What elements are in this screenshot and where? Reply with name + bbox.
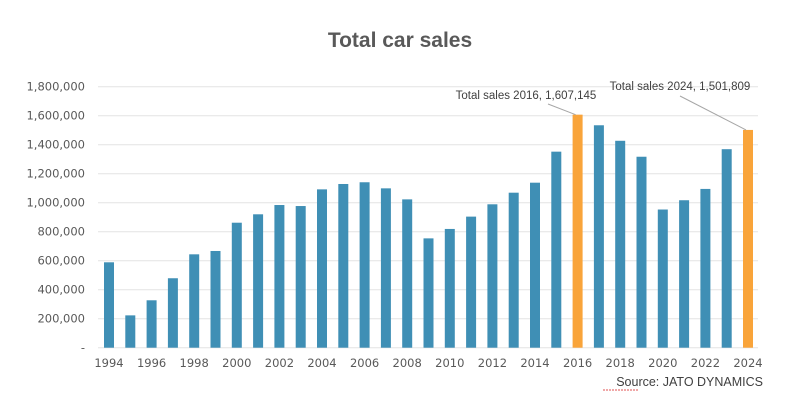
x-tick-label: 2016 (563, 356, 592, 370)
x-tick-label: 2014 (520, 356, 549, 370)
bar-2023 (721, 149, 732, 348)
bar-2016 (572, 114, 583, 348)
bar-2001 (253, 214, 264, 348)
y-tick-label: 400,000 (37, 283, 85, 297)
bar-2019 (636, 156, 647, 348)
y-tick-label: 1,400,000 (26, 138, 85, 152)
bar-2012 (487, 204, 498, 348)
x-tick-label: 2008 (393, 356, 422, 370)
bar-1995 (125, 315, 136, 348)
x-tick-label: 1996 (137, 356, 166, 370)
x-axis-ticks: 1994 1996 1998 2000 2002 2004 2006 2008 2010 2012… (94, 356, 762, 370)
bar-2002 (274, 205, 285, 348)
bar-2011 (466, 216, 477, 348)
x-tick-label: 2004 (307, 356, 336, 370)
x-tick-label: 2024 (733, 356, 762, 370)
annotation-leader-line (547, 103, 576, 116)
x-tick-label: 2006 (350, 356, 379, 370)
y-tick-label: 1,800,000 (26, 80, 85, 94)
bar-2000 (231, 222, 242, 348)
gridlines (98, 86, 758, 349)
bar-2024 (743, 129, 753, 348)
bar-2003 (295, 206, 306, 348)
x-tick-label: 2022 (691, 356, 720, 370)
chart-title: Total car sales (328, 29, 472, 52)
y-tick-label: 600,000 (37, 254, 85, 268)
x-tick-label: 2012 (478, 356, 507, 370)
y-tick-label: 1,000,000 (26, 196, 85, 210)
bar-2005 (338, 183, 349, 348)
annotation-label: Total sales 2024, 1,501,809 (610, 81, 751, 93)
bar-1997 (167, 278, 178, 348)
bar-2008 (402, 199, 413, 348)
y-tick-label: 800,000 (37, 225, 85, 239)
bar-1999 (210, 250, 221, 348)
y-tick-label: - (81, 341, 85, 355)
bar-2017 (593, 125, 604, 348)
bar-2014 (530, 182, 540, 348)
bar-2007 (380, 188, 391, 348)
bar-2015 (551, 151, 562, 348)
bar-2020 (657, 209, 668, 348)
y-tick-label: 1,600,000 (26, 109, 85, 123)
annotations: Total sales 2016, 1,607,145 Total sales 2… (456, 81, 751, 131)
x-tick-label: 2018 (606, 356, 635, 370)
bar-2004 (317, 189, 327, 348)
x-tick-label: 2002 (265, 356, 294, 370)
bar-2022 (700, 188, 711, 348)
bar-1998 (189, 254, 200, 348)
bars (104, 114, 753, 348)
bar-1996 (146, 300, 157, 348)
annotation-label: Total sales 2016, 1,607,145 (456, 90, 597, 102)
annotation-leader-line (679, 95, 747, 131)
y-tick-label: 1,200,000 (26, 167, 85, 181)
bar-2018 (615, 140, 626, 348)
y-axis-ticks: - 200,000 400,000 600,000 800,000 1,000,000 1,… (26, 80, 85, 355)
bar-2021 (679, 200, 690, 348)
bar-2009 (423, 238, 434, 348)
bar-1994 (104, 262, 114, 348)
x-tick-label: 1998 (180, 356, 209, 370)
x-tick-label: 1994 (94, 356, 123, 370)
x-tick-label: 2010 (435, 356, 464, 370)
bar-2013 (508, 192, 519, 348)
x-tick-label: 2000 (222, 356, 251, 370)
bar-2006 (359, 182, 370, 348)
y-tick-label: 200,000 (37, 312, 85, 326)
bar-2010 (444, 228, 455, 348)
source-note: Source: JATO DYNAMICS (616, 375, 763, 389)
x-tick-label: 2020 (648, 356, 677, 370)
